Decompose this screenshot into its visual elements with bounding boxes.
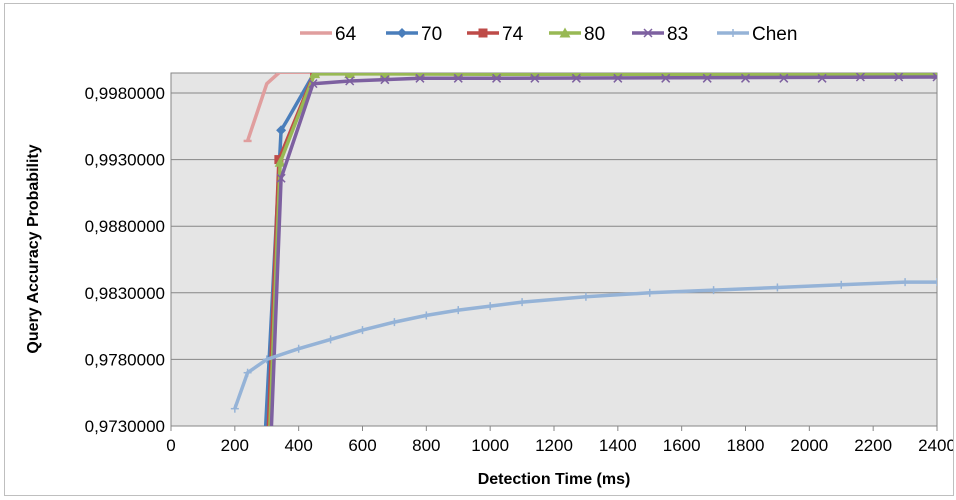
data-point-83 xyxy=(345,76,355,86)
x-tick-label: 2400 xyxy=(918,436,953,455)
data-point-83 xyxy=(530,73,540,83)
y-axis-label: Query Accuracy Probability xyxy=(25,144,42,353)
data-point-83 xyxy=(276,173,286,183)
grid-lines xyxy=(171,92,937,360)
data-point-83 xyxy=(453,73,463,83)
data-point-83 xyxy=(492,73,502,83)
data-point-83 xyxy=(613,73,623,83)
series-83 xyxy=(269,73,937,426)
data-point-83 xyxy=(817,73,827,83)
y-tick-label: 0,9980000 xyxy=(85,84,165,103)
data-point-Chen xyxy=(518,298,527,307)
data-point-83 xyxy=(380,75,390,85)
chart-frame: 0,9730000 0,9780000 0,9830000 0,9880000 0,99… xyxy=(4,3,956,496)
data-point-Chen xyxy=(901,278,910,287)
y-tick-labels: 0,9730000 0,9780000 0,9830000 0,9880000 0,99… xyxy=(85,84,165,436)
data-point-83 xyxy=(702,73,712,83)
plot-area xyxy=(170,72,938,427)
data-point-Chen xyxy=(422,311,431,320)
legend-label: 80 xyxy=(584,24,605,45)
x-tick-label: 2200 xyxy=(854,436,892,455)
legend-label: 64 xyxy=(335,24,357,45)
x-tick-label: 600 xyxy=(348,436,376,455)
data-point-80 xyxy=(274,156,286,167)
data-point-83 xyxy=(779,73,789,83)
data-point-Chen xyxy=(358,326,367,335)
legend: 64 70 74 80 83 Chen xyxy=(300,24,797,45)
legend-item-Chen: Chen xyxy=(717,24,797,45)
series-Chen xyxy=(230,278,937,413)
legend-item-70: 70 xyxy=(386,24,442,45)
data-point-80 xyxy=(344,73,356,79)
legend-marker xyxy=(397,28,407,38)
data-point-Chen xyxy=(243,368,252,377)
data-point-Chen xyxy=(454,306,463,315)
x-tick-label: 2000 xyxy=(790,436,828,455)
data-point-83 xyxy=(932,73,937,82)
y-tick-label: 0,9830000 xyxy=(85,284,165,303)
data-point-Chen xyxy=(390,318,399,327)
legend-label: Chen xyxy=(752,24,797,45)
x-tick-labels: 0 200 400 600 800 1000 1200 1400 1600 1800 2000 220… xyxy=(166,426,956,455)
legend-item-83: 83 xyxy=(632,24,688,45)
legend-label: 74 xyxy=(502,24,524,45)
data-point-83 xyxy=(740,73,751,83)
series-64 xyxy=(243,73,937,143)
x-tick-label: 1200 xyxy=(535,436,573,455)
y-tick-label: 0,9930000 xyxy=(85,151,165,170)
data-point-83 xyxy=(855,73,865,82)
data-point-83 xyxy=(415,73,425,83)
x-tick-label: 0 xyxy=(166,436,175,455)
chart-svg: 0,9730000 0,9780000 0,9830000 0,9880000 0,99… xyxy=(25,24,956,488)
data-point-Chen xyxy=(837,280,846,289)
legend-label: 83 xyxy=(667,24,688,45)
legend-marker xyxy=(729,29,737,37)
data-point-Chen xyxy=(581,292,590,301)
data-point-Chen xyxy=(933,278,937,287)
data-point-80 xyxy=(309,73,321,79)
data-point-83 xyxy=(308,79,318,89)
data-point-Chen xyxy=(709,286,718,295)
data-point-83 xyxy=(661,73,671,83)
x-tick-label: 800 xyxy=(412,436,440,455)
legend-marker xyxy=(478,28,488,38)
legend-marker xyxy=(559,27,571,38)
x-tick-label: 200 xyxy=(221,436,249,455)
data-point-Chen xyxy=(486,302,495,311)
legend-item-64: 64 xyxy=(300,24,357,45)
data-point-Chen xyxy=(645,288,654,297)
series-line-Chen xyxy=(233,280,937,410)
x-tick-label: 1400 xyxy=(599,436,637,455)
y-tick-label: 0,9880000 xyxy=(85,217,165,236)
series-line-64 xyxy=(245,73,937,142)
legend-item-74: 74 xyxy=(467,24,524,45)
data-point-Chen xyxy=(294,344,303,353)
data-point-70 xyxy=(276,125,287,136)
data-point-Chen xyxy=(230,404,239,413)
y-tick-label: 0,9730000 xyxy=(85,417,165,436)
data-point-Chen xyxy=(326,335,335,344)
x-tick-label: 400 xyxy=(284,436,312,455)
data-point-83 xyxy=(571,73,581,83)
legend-label: 70 xyxy=(421,24,442,45)
legend-item-80: 80 xyxy=(549,24,605,45)
data-point-83 xyxy=(894,73,904,82)
data-point-Chen xyxy=(262,355,271,364)
x-tick-label: 1600 xyxy=(663,436,701,455)
y-tick-label: 0,9780000 xyxy=(85,350,165,369)
x-axis-label: Detection Time (ms) xyxy=(478,471,631,488)
series-lines xyxy=(230,73,937,426)
x-tick-label: 1800 xyxy=(727,436,765,455)
legend-marker xyxy=(643,28,653,38)
data-point-Chen xyxy=(773,283,782,292)
x-tick-label: 1000 xyxy=(471,436,509,455)
